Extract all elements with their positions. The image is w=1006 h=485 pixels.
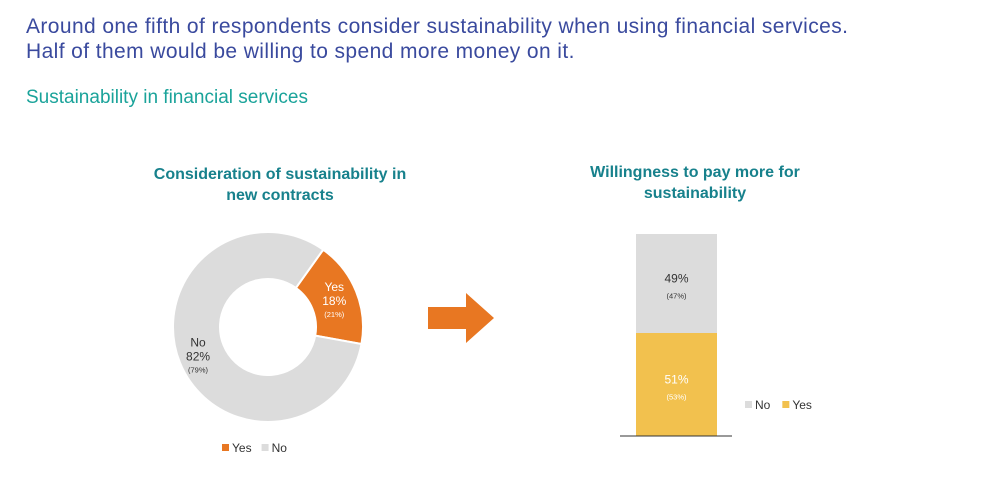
donut-value-no: 82% [186,349,210,363]
bar-segment-no [636,234,717,333]
donut-legend-swatch-yes [222,444,229,451]
donut-label-yes: Yes [324,280,344,294]
headline-line-2: Half of them would be willing to spend m… [26,40,575,63]
bar-legend-label-no: No [755,398,771,412]
donut-prior-no: (79%) [188,365,209,374]
donut-label-no: No [190,335,206,349]
bar-chart-title-line-1: Willingness to pay more for [590,164,800,181]
donut-slice-no [172,231,363,423]
right-arrow-icon [428,293,494,343]
donut-chart-title-line-1: Consideration of sustainability in [153,166,407,183]
bar-value-yes: 51% [664,372,688,386]
bar-value-no: 49% [664,271,688,285]
donut-value-yes: 18% [322,294,346,308]
donut-legend-label-no: No [272,441,288,455]
donut-chart-title-line-2: new contracts [226,187,334,204]
bar-chart-title-line-2: sustainability [643,185,747,202]
bar-chart-title: Willingness to pay more for sustainabili… [535,162,855,204]
bar-prior-yes: (53%) [666,392,687,401]
section-subtitle: Sustainability in financial services [26,87,308,108]
donut-chart-title: Consideration of sustainability in new c… [120,164,440,206]
bar-legend-label-yes: Yes [792,398,812,412]
donut-legend-swatch-no [261,444,269,451]
bar-segment-yes [636,332,717,436]
headline: Around one fifth of respondents consider… [26,14,986,64]
donut-prior-yes: (21%) [324,310,345,319]
donut-legend-label-yes: Yes [232,441,252,455]
headline-line-1: Around one fifth of respondents consider… [26,15,849,38]
bar-legend-swatch-yes [782,401,790,408]
bar-prior-no: (47%) [666,291,687,300]
bar-legend-swatch-no [745,401,752,408]
